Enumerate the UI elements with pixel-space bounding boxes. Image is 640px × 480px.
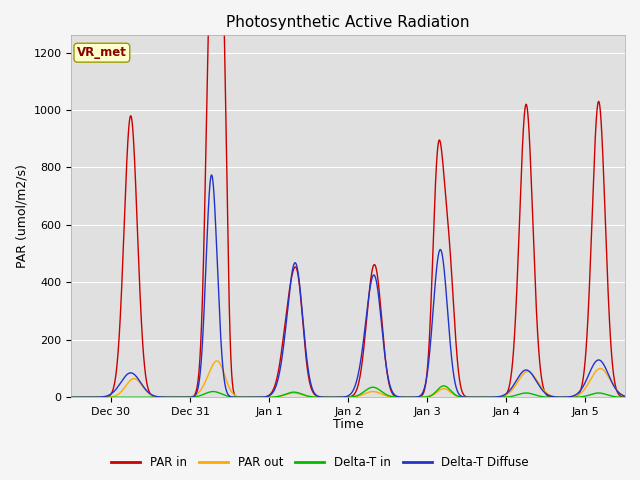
PAR in xyxy=(621,394,629,400)
PAR in xyxy=(100,394,108,400)
PAR out xyxy=(621,393,629,399)
PAR out xyxy=(339,395,346,400)
PAR out xyxy=(90,395,98,400)
Delta-T in xyxy=(440,383,447,389)
PAR out xyxy=(176,395,184,400)
Delta-T in xyxy=(176,395,184,400)
X-axis label: Time: Time xyxy=(333,419,364,432)
Delta-T Diffuse xyxy=(100,394,108,399)
Delta-T Diffuse xyxy=(176,395,184,400)
Delta-T in xyxy=(100,395,108,400)
PAR in xyxy=(339,395,346,400)
Legend: PAR in, PAR out, Delta-T in, Delta-T Diffuse: PAR in, PAR out, Delta-T in, Delta-T Dif… xyxy=(106,452,534,474)
PAR in xyxy=(176,395,184,400)
Line: Delta-T Diffuse: Delta-T Diffuse xyxy=(72,175,625,397)
Title: Photosynthetic Active Radiation: Photosynthetic Active Radiation xyxy=(227,15,470,30)
Delta-T in xyxy=(90,395,98,400)
Delta-T Diffuse xyxy=(592,359,600,364)
Line: PAR out: PAR out xyxy=(72,361,625,397)
Delta-T Diffuse xyxy=(621,393,629,399)
Y-axis label: PAR (umol/m2/s): PAR (umol/m2/s) xyxy=(15,164,28,268)
Delta-T in xyxy=(592,390,600,396)
Delta-T in xyxy=(70,395,77,400)
Text: VR_met: VR_met xyxy=(77,46,127,59)
Delta-T in xyxy=(621,395,629,400)
Delta-T Diffuse xyxy=(208,172,216,178)
PAR out xyxy=(592,369,600,374)
Delta-T Diffuse xyxy=(90,395,98,400)
Line: PAR in: PAR in xyxy=(72,0,625,397)
PAR in xyxy=(68,395,76,400)
PAR in xyxy=(90,395,98,400)
PAR out xyxy=(213,358,221,364)
PAR in xyxy=(592,126,600,132)
Delta-T Diffuse xyxy=(68,395,76,400)
Delta-T Diffuse xyxy=(339,394,346,400)
PAR out xyxy=(100,395,108,400)
Delta-T in xyxy=(68,395,76,400)
Delta-T in xyxy=(338,395,346,400)
Delta-T Diffuse xyxy=(70,395,77,400)
PAR out xyxy=(70,395,77,400)
PAR out xyxy=(68,395,76,400)
PAR in xyxy=(70,395,77,400)
Line: Delta-T in: Delta-T in xyxy=(72,386,625,397)
